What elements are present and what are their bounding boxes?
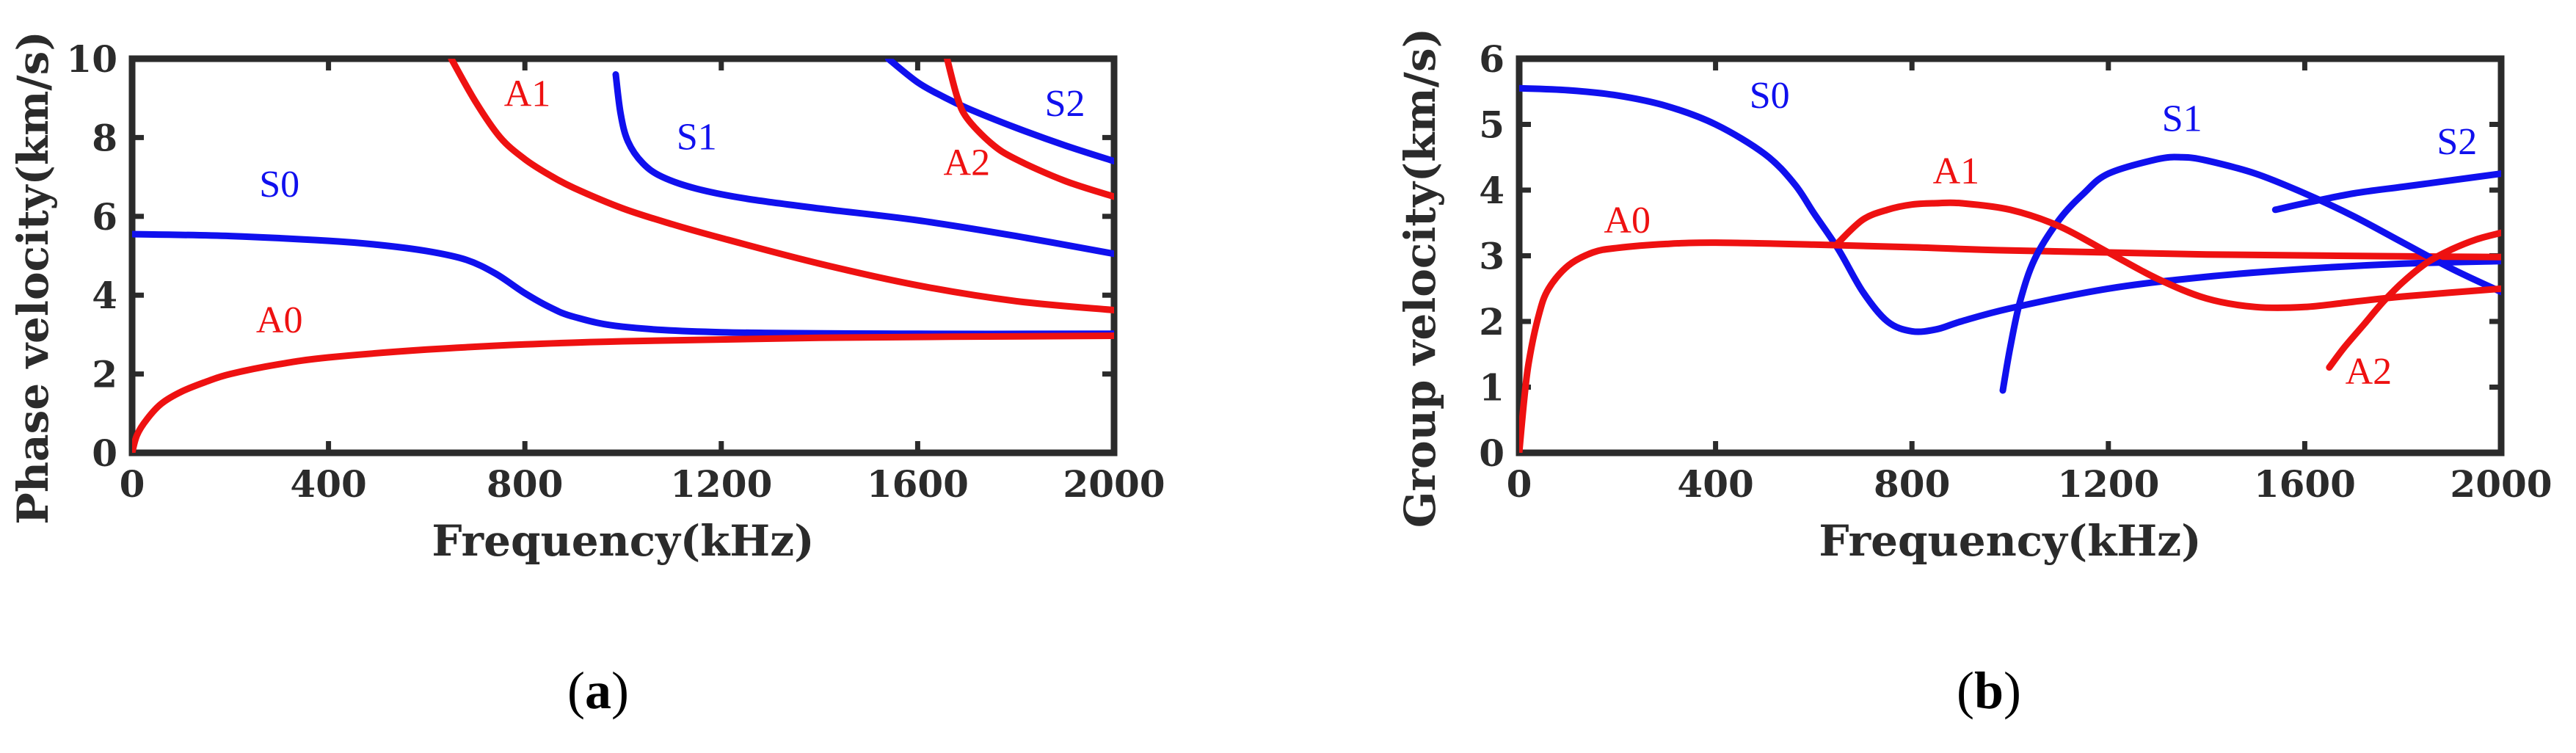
panel-b-group-velocity: 0 400 800 1200 1600 2000 0 1 2 3 4 5 6 Frequency(kHz)… — [1395, 28, 2553, 566]
x-tick-label: 1600 — [2254, 462, 2356, 506]
x-axis-label: Frequency(kHz) — [432, 516, 814, 566]
y-tick-label: 6 — [92, 195, 117, 239]
y-tick-label: 1 — [1479, 366, 1505, 410]
x-tick-label: 0 — [120, 462, 145, 506]
series-line-s0 — [132, 230, 1114, 338]
series-line-s2 — [2271, 170, 2501, 214]
series-line-a1 — [448, 59, 1114, 314]
x-tick-label: 800 — [487, 462, 563, 506]
series-line-a1 — [1835, 199, 2501, 311]
x-tick-label: 0 — [1507, 462, 1532, 506]
series-label-s2: S2 — [2437, 121, 2477, 163]
x-tick-label: 1600 — [867, 462, 969, 506]
x-tick-label: 1200 — [2057, 462, 2159, 506]
y-tick-label: 10 — [66, 37, 117, 81]
curves-b — [1519, 84, 2501, 453]
curves-a — [132, 59, 1114, 453]
caption-a-letter: a — [585, 661, 611, 720]
series-label-s1: S1 — [2162, 98, 2202, 139]
x-axis-label: Frequency(kHz) — [1819, 516, 2201, 566]
series-label-a1: A1 — [504, 73, 551, 114]
y-tick-label: 2 — [92, 353, 117, 396]
x-tick-label: 800 — [1874, 462, 1950, 506]
y-tick-label: 3 — [1479, 235, 1505, 278]
x-tick-label: 400 — [1677, 462, 1753, 506]
series-label-a0: A0 — [256, 299, 303, 341]
caption-b-letter: b — [1974, 661, 2004, 720]
series-label-a2: A2 — [2346, 351, 2393, 393]
series-line-s1 — [612, 71, 1114, 258]
y-axis-label: Phase velocity(km/s) — [8, 31, 58, 525]
series-label-s0: S0 — [259, 164, 299, 205]
series-line-s1 — [1999, 153, 2501, 394]
y-tick-label: 0 — [92, 432, 117, 475]
series-line-a2 — [944, 59, 1114, 200]
y-tick-label: 0 — [1479, 432, 1505, 475]
caption-a: (a) — [567, 661, 629, 720]
series-line-s2 — [884, 59, 1114, 165]
series-label-s0: S0 — [1750, 75, 1790, 117]
series-line-a0 — [132, 332, 1114, 453]
series-label-s2: S2 — [1045, 83, 1085, 125]
series-line-a2 — [2326, 229, 2501, 371]
caption-b: (b) — [1957, 661, 2021, 720]
y-tick-label: 4 — [92, 274, 117, 317]
x-tick-label: 400 — [290, 462, 366, 506]
series-line-s0 — [1519, 84, 2501, 335]
x-tick-label: 1200 — [670, 462, 772, 506]
series-label-a0: A0 — [1604, 200, 1651, 241]
y-axis-label: Group velocity(km/s) — [1395, 28, 1445, 528]
series-line-a0 — [1519, 239, 2501, 453]
y-tick-label: 8 — [92, 116, 117, 159]
series-label-a1: A1 — [1933, 150, 1980, 192]
y-tick-label: 4 — [1479, 169, 1505, 212]
y-tick-label: 2 — [1479, 300, 1505, 343]
series-label-a2: A2 — [944, 142, 991, 183]
x-tick-label: 2000 — [1063, 462, 1165, 506]
panel-a-phase-velocity: 0 400 800 1200 1600 2000 0 2 4 6 8 10 Frequency(kHz)… — [8, 31, 1165, 566]
y-tick-label: 5 — [1479, 103, 1505, 147]
y-tick-label: 6 — [1479, 37, 1505, 81]
series-label-s1: S1 — [677, 117, 717, 159]
x-tick-label: 2000 — [2450, 462, 2552, 506]
